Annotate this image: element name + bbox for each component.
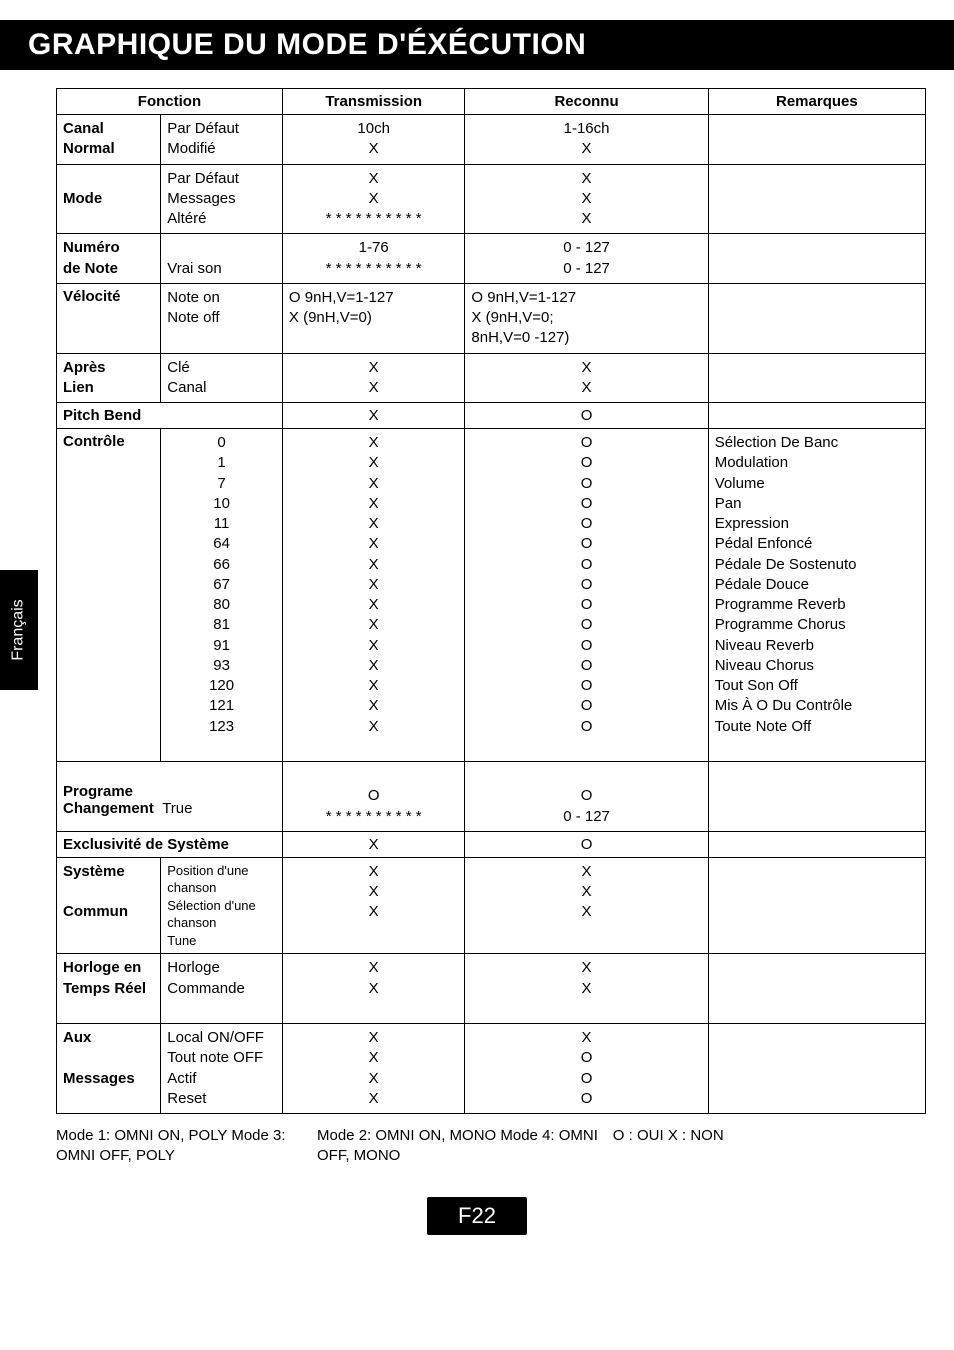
cell-reconnu: O: [465, 403, 708, 429]
table-row: Mode Par Défaut Messages Altéré X X * * …: [57, 164, 926, 234]
cell-reconnu: O 0 - 127: [465, 762, 708, 832]
cell-remarques: [708, 1024, 925, 1114]
cell-transmission: X X X X: [282, 1024, 464, 1114]
table-row: Programe Changement True O * * * * * * *…: [57, 762, 926, 832]
cell-transmission: 10ch X: [282, 115, 464, 165]
mode-legend-col2: Mode 2: OMNI ON, MONO Mode 4: OMNI OFF, …: [317, 1126, 613, 1167]
cell-remarques: [708, 954, 925, 1024]
cell-remarques: [708, 164, 925, 234]
row-label: Mode: [57, 164, 161, 234]
cell-transmission: X X X X X X X X X X X X X X X: [282, 429, 464, 762]
table-row: Système Commun Position d'une chanson Sé…: [57, 857, 926, 954]
table-row: Numéro de Note Vrai son 1-76 * * * * * *…: [57, 234, 926, 284]
cell-reconnu: 0 - 127 0 - 127: [465, 234, 708, 284]
cell-reconnu: O: [465, 831, 708, 857]
row-sub: Clé Canal: [161, 353, 283, 403]
row-label: Après Lien: [57, 353, 161, 403]
language-tab-label: Français: [10, 599, 28, 660]
row-sub: 0 1 7 10 11 64 66 67 80 81 91 93 120 121…: [161, 429, 283, 762]
row-label: Numéro de Note: [57, 234, 161, 284]
cell-transmission: X X: [282, 353, 464, 403]
row-label: Pitch Bend: [57, 403, 283, 429]
cell-reconnu: X X X: [465, 857, 708, 954]
mode-legend: Mode 1: OMNI ON, POLY Mode 3: OMNI OFF, …: [56, 1126, 926, 1167]
cell-transmission: X: [282, 403, 464, 429]
table-row: Canal Normal Par Défaut Modifié 10ch X 1…: [57, 115, 926, 165]
cell-remarques: [708, 234, 925, 284]
page-header: GRAPHIQUE DU MODE D'ÉXÉCUTION: [0, 20, 954, 70]
row-sub: Horloge Commande: [161, 954, 283, 1024]
row-sub: Par Défaut Messages Altéré: [161, 164, 283, 234]
table-row: Contrôle 0 1 7 10 11 64 66 67 80 81 91 9…: [57, 429, 926, 762]
row-sub: Local ON/OFF Tout note OFF Actif Reset: [161, 1024, 283, 1114]
row-sub: Par Défaut Modifié: [161, 115, 283, 165]
cell-transmission: X: [282, 831, 464, 857]
table-row: Après Lien Clé Canal X X X X: [57, 353, 926, 403]
cell-remarques: [708, 857, 925, 954]
cell-transmission: X X X: [282, 857, 464, 954]
cell-remarques: [708, 283, 925, 353]
cell-transmission: O * * * * * * * * * *: [282, 762, 464, 832]
table-row: Horloge en Temps Réel Horloge Commande X…: [57, 954, 926, 1024]
col-fonction: Fonction: [57, 89, 283, 115]
col-reconnu: Reconnu: [465, 89, 708, 115]
col-remarques: Remarques: [708, 89, 925, 115]
table-row: Pitch Bend X O: [57, 403, 926, 429]
row-label: Programe Changement True: [57, 762, 283, 832]
cell-reconnu: 1-16ch X: [465, 115, 708, 165]
mode-legend-col1: Mode 1: OMNI ON, POLY Mode 3: OMNI OFF, …: [56, 1126, 317, 1167]
row-sub: Vrai son: [161, 234, 283, 284]
table-row: Exclusivité de Système X O: [57, 831, 926, 857]
cell-reconnu: O O O O O O O O O O O O O O O: [465, 429, 708, 762]
cell-remarques: [708, 403, 925, 429]
col-transmission: Transmission: [282, 89, 464, 115]
row-label: Exclusivité de Système: [57, 831, 283, 857]
cell-remarques: [708, 115, 925, 165]
row-label: Contrôle: [57, 429, 161, 762]
cell-transmission: O 9nH,V=1-127 X (9nH,V=0): [282, 283, 464, 353]
cell-remarques: Sélection De Banc Modulation Volume Pan …: [708, 429, 925, 762]
row-label: Aux Messages: [57, 1024, 161, 1114]
row-label: Vélocité: [57, 283, 161, 353]
page-title: GRAPHIQUE DU MODE D'ÉXÉCUTION: [28, 28, 954, 62]
cell-remarques: [708, 762, 925, 832]
row-label: Canal Normal: [57, 115, 161, 165]
cell-reconnu: X X: [465, 954, 708, 1024]
mode-legend-col3: O : OUI X : NON: [613, 1126, 787, 1167]
language-tab: Français: [0, 570, 38, 690]
cell-transmission: X X * * * * * * * * * *: [282, 164, 464, 234]
row-label: Horloge en Temps Réel: [57, 954, 161, 1024]
cell-remarques: [708, 831, 925, 857]
row-sub: Position d'une chanson Sélection d'une c…: [161, 857, 283, 954]
page-number-badge: F22: [427, 1197, 527, 1235]
cell-transmission: 1-76 * * * * * * * * * *: [282, 234, 464, 284]
table-row: Aux Messages Local ON/OFF Tout note OFF …: [57, 1024, 926, 1114]
table-row: Vélocité Note on Note off O 9nH,V=1-127 …: [57, 283, 926, 353]
cell-reconnu: X X: [465, 353, 708, 403]
cell-remarques: [708, 353, 925, 403]
cell-transmission: X X: [282, 954, 464, 1024]
cell-reconnu: X O O O: [465, 1024, 708, 1114]
row-label: Système Commun: [57, 857, 161, 954]
table-header-row: Fonction Transmission Reconnu Remarques: [57, 89, 926, 115]
row-sub: Note on Note off: [161, 283, 283, 353]
cell-reconnu: X X X: [465, 164, 708, 234]
midi-implementation-table: Fonction Transmission Reconnu Remarques …: [56, 88, 926, 1114]
cell-reconnu: O 9nH,V=1-127 X (9nH,V=0; 8nH,V=0 -127): [465, 283, 708, 353]
